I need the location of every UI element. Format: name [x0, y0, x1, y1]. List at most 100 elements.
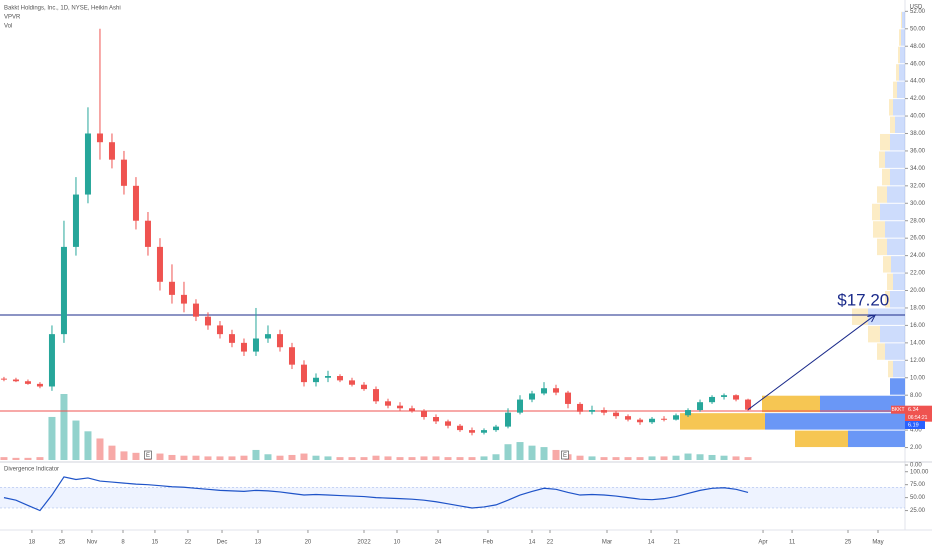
volume-bar — [720, 455, 728, 460]
vpvr-down — [680, 413, 765, 430]
candle-body — [469, 430, 476, 433]
volume-bar — [408, 457, 416, 460]
price-tick-label: 24.00 — [910, 253, 926, 259]
price-tick-label: 20.00 — [910, 288, 926, 294]
candle-body — [228, 334, 235, 343]
volume-bar — [444, 457, 452, 460]
vpvr-down — [880, 133, 890, 151]
volume-bar — [0, 457, 8, 460]
time-tick-label: 11 — [789, 540, 796, 546]
volume-bar — [624, 457, 632, 460]
vpvr-down — [898, 46, 900, 64]
volume-bar — [36, 457, 44, 460]
time-tick-label: 24 — [435, 540, 442, 546]
countdown: 06:54:21 — [908, 415, 928, 421]
volume-bar — [264, 454, 272, 460]
volume-bar — [480, 456, 488, 460]
vpvr-down — [885, 291, 890, 308]
candle-body — [408, 408, 415, 411]
price-tick-label: 42.00 — [910, 96, 926, 102]
candle-body — [48, 334, 55, 387]
candle-body — [96, 133, 103, 143]
candle-body — [420, 410, 427, 418]
volume-bar — [312, 455, 320, 460]
vpvr-down — [877, 238, 887, 256]
time-tick-label: 22 — [547, 540, 554, 546]
vpvr-up — [880, 325, 905, 343]
volume-bar — [612, 457, 620, 460]
candle-body — [84, 133, 91, 195]
vpvr-up — [880, 203, 905, 221]
vpvr-down — [887, 273, 893, 291]
volume-bar — [516, 442, 524, 460]
price-tick-label: 2.00 — [910, 445, 922, 451]
volume-bar — [684, 453, 692, 460]
candle-body — [144, 220, 151, 247]
volume-bar — [72, 420, 80, 460]
last-price: 6.34 — [908, 407, 919, 413]
price-tick-label: 32.00 — [910, 183, 926, 189]
price-tick-label: 22.00 — [910, 271, 926, 277]
vpvr-down — [901, 11, 902, 29]
vpvr-down — [883, 256, 891, 273]
candle-body — [120, 159, 127, 186]
candle-body — [613, 412, 620, 417]
candle-body — [168, 281, 175, 295]
time-tick-label: 20 — [305, 540, 312, 546]
vpvr-down — [852, 308, 868, 325]
vol-label: Vol — [4, 24, 12, 30]
volume-bar — [360, 457, 368, 460]
vpvr-up — [890, 291, 905, 308]
volume-bar — [288, 454, 296, 460]
indicator-tick-label: 100.00 — [910, 469, 929, 475]
candle-body — [324, 376, 331, 378]
candle-body — [745, 399, 752, 410]
volume-bar — [384, 456, 392, 460]
volume-bar — [528, 445, 536, 460]
volume-bar — [192, 455, 200, 460]
vpvr-down — [877, 343, 885, 360]
candle-body — [0, 378, 7, 380]
price-tick-label: 12.00 — [910, 358, 926, 364]
candle-body — [444, 421, 451, 426]
vpvr-down — [873, 221, 885, 238]
indicator-tick-label: 75.00 — [910, 482, 926, 488]
candle-body — [457, 425, 464, 431]
candle-body — [721, 395, 728, 397]
vpvr-down — [879, 151, 885, 168]
time-tick-label: 25 — [59, 540, 66, 546]
volume-bar — [216, 456, 224, 460]
volume-bar — [708, 454, 716, 460]
time-tick-label: 14 — [529, 540, 536, 546]
volume-bar — [48, 416, 56, 460]
price-tick-label: 44.00 — [910, 79, 926, 85]
volume-bar — [456, 457, 464, 460]
volume-bar — [300, 453, 308, 460]
candle-body — [360, 384, 367, 390]
time-tick-label: May — [872, 540, 883, 546]
price-tick-label: 38.00 — [910, 131, 926, 137]
vpvr-up — [868, 308, 905, 325]
vpvr-up — [887, 186, 905, 203]
candle-body — [553, 388, 560, 393]
vpvr-up — [890, 378, 905, 395]
volume-bar — [600, 457, 608, 460]
arrow — [747, 314, 876, 411]
volume-bar — [552, 449, 560, 460]
candle-body — [733, 395, 740, 400]
level-price-bg — [905, 420, 925, 429]
candle-body — [192, 303, 199, 317]
vpvr-up — [885, 221, 905, 238]
volume-bar — [660, 456, 668, 460]
candle-body — [108, 142, 115, 160]
volume-bar — [108, 445, 116, 460]
volume-bar — [60, 394, 68, 460]
time-tick-label: 10 — [394, 540, 401, 546]
price-tick-label: 16.00 — [910, 323, 926, 329]
volume-bar — [372, 455, 380, 460]
candle-body — [673, 415, 680, 420]
candle-body — [685, 410, 692, 416]
candle-body — [577, 403, 584, 412]
vpvr-down — [882, 168, 890, 186]
